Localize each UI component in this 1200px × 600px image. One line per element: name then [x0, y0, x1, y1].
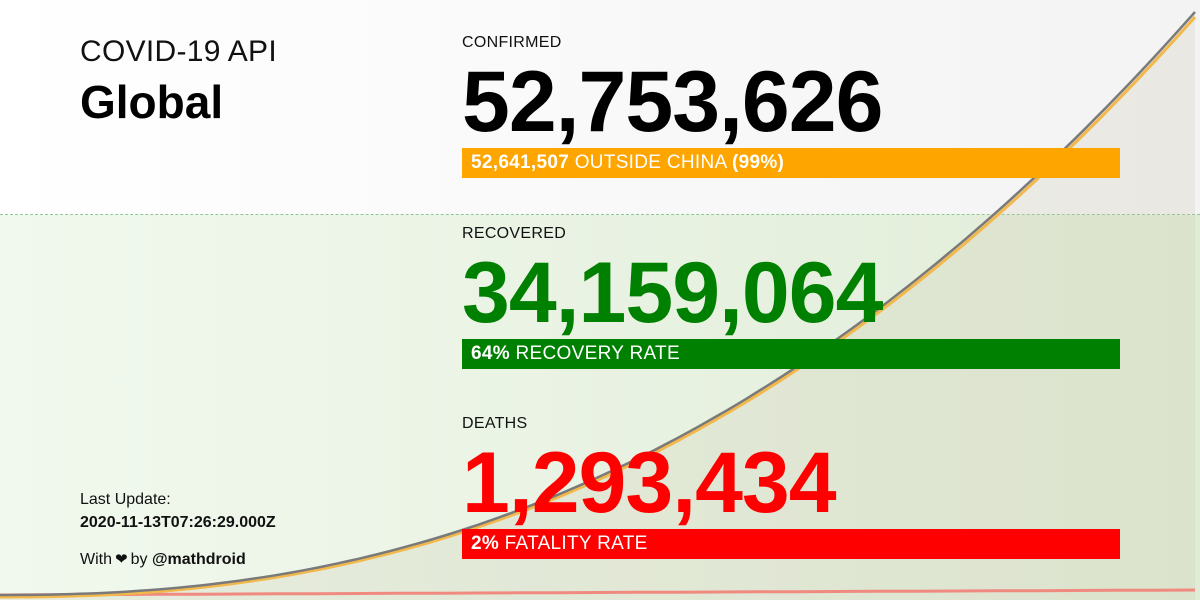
- deaths-trend-line: [0, 588, 1196, 597]
- recovered-value: 34,159,064: [462, 245, 883, 341]
- recovered-label: RECOVERED: [462, 225, 567, 242]
- credit-line: With ❤ by @mathdroid: [80, 550, 276, 570]
- app-title: COVID-19 API: [80, 35, 278, 68]
- header-background: [0, 0, 1200, 215]
- credit-by: by: [130, 551, 148, 568]
- recovered-stat: RECOVERED 34,159,064 64% RECOVERY RATE: [462, 225, 1120, 369]
- confirmed-label: CONFIRMED: [462, 34, 562, 51]
- deaths-value: 1,293,434: [462, 435, 837, 531]
- credit-handle-link[interactable]: @mathdroid: [151, 551, 246, 568]
- trend-area: [0, 12, 1195, 600]
- region-title: Global: [80, 76, 224, 128]
- confirmed-outside-china-trend-line: [0, 15, 1197, 599]
- last-update-label: Last Update:: [80, 491, 171, 508]
- recovery-rate-percent: 64%: [471, 343, 510, 364]
- fatality-rate-percent: 2%: [471, 533, 500, 554]
- deaths-label: DEATHS: [462, 415, 528, 432]
- fatality-rate-text: FATALITY RATE: [504, 533, 648, 554]
- last-update-value: 2020-11-13T07:26:29.000Z: [80, 514, 276, 531]
- fatality-rate-bar: 2% FATALITY RATE: [462, 529, 1120, 559]
- confirmed-outside-china-value: 52,641,507: [471, 152, 570, 173]
- footer: Last Update: 2020-11-13T07:26:29.000Z Wi…: [80, 490, 276, 570]
- confirmed-stat: CONFIRMED 52,753,626 52,641,507 OUTSIDE …: [462, 34, 1120, 178]
- recovery-rate-text: RECOVERY RATE: [515, 343, 680, 364]
- heart-icon: ❤: [115, 551, 128, 568]
- confirmed-outside-china-percent: (99%): [731, 152, 785, 173]
- confirmed-outside-china-text: OUTSIDE CHINA: [574, 152, 727, 173]
- confirmed-trend-line: [0, 11, 1196, 597]
- confirmed-outside-china-bar: 52,641,507 OUTSIDE CHINA (99%): [462, 148, 1120, 178]
- confirmed-value: 52,753,626: [462, 54, 883, 150]
- section-divider: [0, 214, 1200, 215]
- deaths-stat: DEATHS 1,293,434 2% FATALITY RATE: [462, 415, 1120, 559]
- recovery-rate-bar: 64% RECOVERY RATE: [462, 339, 1120, 369]
- brand-block: COVID-19 API Global: [80, 34, 277, 130]
- credit-prefix: With: [80, 551, 112, 568]
